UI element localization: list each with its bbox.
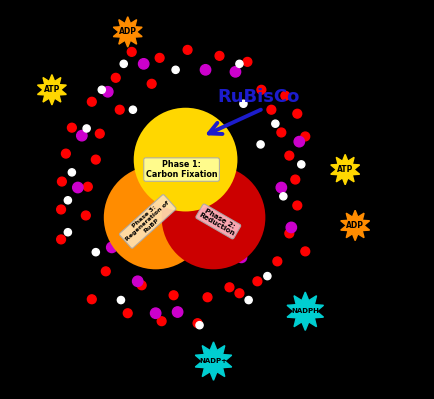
Circle shape xyxy=(64,229,71,236)
Circle shape xyxy=(253,277,261,286)
Circle shape xyxy=(297,161,304,168)
Circle shape xyxy=(200,65,210,75)
Circle shape xyxy=(235,60,243,67)
Circle shape xyxy=(92,249,99,256)
Circle shape xyxy=(272,257,281,266)
Circle shape xyxy=(138,59,148,69)
Circle shape xyxy=(286,222,296,233)
Circle shape xyxy=(161,166,265,269)
Text: ATP: ATP xyxy=(336,165,352,174)
Circle shape xyxy=(157,317,166,326)
Text: NADP+: NADP+ xyxy=(199,358,227,364)
Circle shape xyxy=(172,307,182,317)
Circle shape xyxy=(72,182,83,193)
Polygon shape xyxy=(340,210,369,241)
Circle shape xyxy=(87,97,96,106)
Circle shape xyxy=(236,252,246,263)
Circle shape xyxy=(56,235,66,244)
Polygon shape xyxy=(330,154,359,185)
Circle shape xyxy=(137,281,146,290)
Circle shape xyxy=(64,197,71,204)
Text: RuBisCo: RuBisCo xyxy=(217,87,299,106)
Circle shape xyxy=(169,291,178,300)
Circle shape xyxy=(243,57,251,66)
Circle shape xyxy=(293,136,304,147)
Circle shape xyxy=(57,177,66,186)
Circle shape xyxy=(171,66,179,73)
Polygon shape xyxy=(113,17,142,47)
Circle shape xyxy=(111,73,120,82)
Polygon shape xyxy=(286,292,323,330)
Circle shape xyxy=(300,247,309,256)
Circle shape xyxy=(155,53,164,62)
Circle shape xyxy=(195,322,203,329)
Circle shape xyxy=(76,130,87,141)
Circle shape xyxy=(280,91,289,100)
Circle shape xyxy=(292,109,301,118)
Circle shape xyxy=(91,155,100,164)
Circle shape xyxy=(56,205,66,214)
Circle shape xyxy=(230,67,240,77)
Circle shape xyxy=(276,182,286,193)
Circle shape xyxy=(68,169,75,176)
Circle shape xyxy=(256,141,263,148)
Circle shape xyxy=(120,60,127,67)
Circle shape xyxy=(67,123,76,132)
Circle shape xyxy=(150,308,161,318)
Circle shape xyxy=(127,47,136,56)
Circle shape xyxy=(87,295,96,304)
Circle shape xyxy=(292,201,301,210)
Circle shape xyxy=(239,100,247,107)
Circle shape xyxy=(224,283,233,292)
Circle shape xyxy=(271,120,278,127)
Polygon shape xyxy=(195,342,231,380)
Circle shape xyxy=(263,273,270,280)
Circle shape xyxy=(183,45,191,54)
Circle shape xyxy=(284,151,293,160)
Circle shape xyxy=(123,309,132,318)
Circle shape xyxy=(83,125,90,132)
Text: ATP: ATP xyxy=(44,85,60,94)
Circle shape xyxy=(81,211,90,220)
Circle shape xyxy=(104,166,207,269)
Circle shape xyxy=(83,182,92,191)
Circle shape xyxy=(276,128,285,137)
Text: Phase 3:
Regeneration of
RuBP: Phase 3: Regeneration of RuBP xyxy=(121,196,174,247)
Text: ADP: ADP xyxy=(345,221,363,230)
Circle shape xyxy=(133,108,237,211)
Circle shape xyxy=(106,242,117,253)
Circle shape xyxy=(290,175,299,184)
Text: NADPH: NADPH xyxy=(291,308,319,314)
Circle shape xyxy=(147,79,156,88)
Circle shape xyxy=(203,293,211,302)
Polygon shape xyxy=(37,75,66,105)
Text: Phase 2:
Reduction: Phase 2: Reduction xyxy=(197,206,238,237)
Circle shape xyxy=(101,267,110,276)
Circle shape xyxy=(193,319,201,328)
Circle shape xyxy=(214,51,224,60)
Text: ADP: ADP xyxy=(118,28,136,36)
Circle shape xyxy=(115,105,124,114)
Circle shape xyxy=(284,229,293,238)
Circle shape xyxy=(102,87,113,97)
Circle shape xyxy=(132,276,142,286)
Circle shape xyxy=(234,289,243,298)
Circle shape xyxy=(279,193,286,200)
Circle shape xyxy=(266,105,275,114)
Circle shape xyxy=(95,129,104,138)
Circle shape xyxy=(117,296,124,304)
Circle shape xyxy=(256,85,265,94)
Circle shape xyxy=(244,296,252,304)
Circle shape xyxy=(98,86,105,93)
Circle shape xyxy=(61,149,70,158)
Circle shape xyxy=(129,106,136,113)
Circle shape xyxy=(300,132,309,141)
Text: Phase 1:
Carbon Fixation: Phase 1: Carbon Fixation xyxy=(145,160,217,179)
